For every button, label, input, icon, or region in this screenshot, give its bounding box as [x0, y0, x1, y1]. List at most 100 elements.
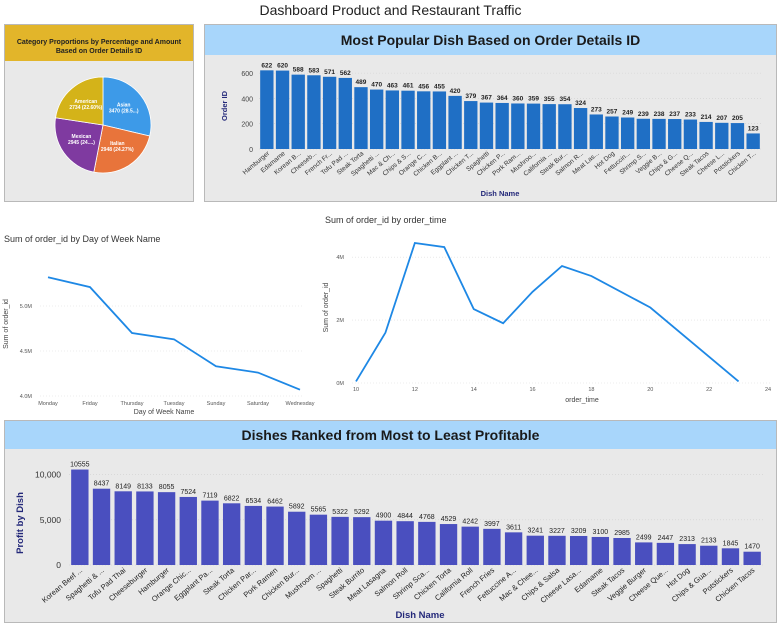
category-pie-panel: Category Proportions by Percentage and A…	[4, 24, 194, 202]
bar	[179, 496, 197, 565]
data-label: 2985	[614, 530, 630, 537]
data-label: 8055	[159, 484, 175, 491]
bar	[743, 551, 761, 565]
y-tick-label: 0	[56, 560, 61, 570]
x-tick-label: 16	[530, 387, 536, 393]
data-label: 367	[481, 95, 492, 102]
bar	[71, 469, 89, 565]
data-label: 3209	[571, 528, 587, 535]
x-tick-label: Saturday	[247, 401, 269, 407]
pie-slice	[102, 76, 152, 137]
data-label: 207	[716, 115, 727, 122]
data-label: 562	[340, 70, 351, 77]
y-axis-title: Order ID	[220, 90, 229, 121]
bar	[418, 521, 436, 565]
data-label: 8437	[94, 481, 110, 488]
bar	[354, 87, 368, 149]
data-label: 3997	[484, 521, 500, 528]
x-axis-title: Day of Week Name	[134, 409, 195, 416]
line-series	[47, 276, 301, 391]
bar	[700, 545, 718, 565]
pie-slice-label: American 2734 (22.60%)	[69, 99, 102, 111]
line-series	[355, 242, 740, 383]
data-label: 8149	[115, 483, 131, 490]
data-label: 622	[261, 62, 272, 69]
order-time-line-chart: 0M 2M 4M 10 12 14 16 18 20 22 24 Sum of order_idord…	[323, 242, 771, 404]
pie-slice-label: Asian 3470 (28.5...)	[109, 103, 139, 115]
x-tick-label: Friday	[82, 401, 98, 407]
y-axis-title: Sum of order_id	[323, 282, 330, 332]
data-label: 10555	[70, 462, 90, 469]
bar	[222, 503, 241, 565]
bar	[92, 488, 111, 565]
x-axis-title: Dish Name	[395, 610, 444, 621]
bar	[656, 542, 675, 565]
bar	[201, 500, 219, 565]
bar	[636, 118, 651, 149]
bar	[715, 122, 729, 149]
bar	[374, 520, 393, 565]
pie-slice-label: Italian 2948 (24.27%)	[101, 141, 134, 153]
bar	[260, 70, 274, 149]
y-tick-label: 4.5M	[20, 349, 33, 355]
y-tick-label: 0M	[336, 381, 344, 387]
data-label: 3100	[593, 529, 609, 536]
bar	[307, 75, 321, 149]
day-line-title: Sum of order_id by Day of Week Name	[4, 234, 161, 244]
bar	[396, 521, 414, 565]
y-tick-label: 200	[241, 122, 253, 129]
bar	[417, 91, 431, 149]
data-label: 238	[654, 111, 665, 118]
y-tick-label: 4M	[336, 255, 344, 261]
x-tick-label: 24	[765, 387, 771, 393]
data-label: 257	[607, 108, 618, 115]
profit-chart-title: Dishes Ranked from Most to Least Profita…	[5, 421, 776, 449]
y-tick-label: 10,000	[35, 470, 61, 480]
data-label: 249	[622, 110, 633, 117]
bar	[439, 524, 458, 565]
data-label: 6462	[267, 499, 283, 506]
popular-dish-panel: Most Popular Dish Based on Order Details…	[204, 24, 777, 202]
x-tick-label: 22	[706, 387, 712, 393]
bar	[483, 528, 501, 565]
x-axis-title: Dish Name	[481, 189, 520, 198]
bar	[548, 535, 566, 565]
data-label: 461	[403, 83, 414, 90]
data-label: 6822	[224, 495, 240, 502]
data-label: 8133	[137, 483, 153, 490]
data-label: 123	[748, 125, 759, 132]
data-label: 455	[434, 83, 445, 90]
data-label: 214	[701, 114, 712, 121]
bar	[573, 108, 588, 149]
bar	[275, 70, 290, 149]
data-label: 583	[308, 67, 319, 74]
popular-dish-title: Most Popular Dish Based on Order Details…	[205, 25, 776, 55]
bar	[448, 95, 462, 149]
bar	[291, 74, 305, 149]
bar	[652, 118, 666, 149]
bar	[620, 117, 635, 149]
bar	[511, 103, 525, 149]
y-tick-label: 4.0M	[20, 394, 33, 400]
pie-slice	[93, 124, 151, 174]
data-label: 7119	[202, 493, 217, 500]
day-of-week-line-chart: 4.0M 4.5M 5.0M Monday Friday Thursday Tuesday S…	[3, 276, 315, 416]
bar	[699, 121, 713, 149]
data-label: 4768	[419, 514, 435, 521]
time-line-title: Sum of order_id by order_time	[325, 215, 447, 225]
bar	[558, 104, 572, 149]
data-label: 588	[293, 67, 304, 74]
bar	[136, 491, 154, 565]
pie-slice	[55, 76, 104, 126]
data-label: 1470	[744, 544, 760, 551]
data-label: 3241	[527, 528, 543, 535]
bar	[479, 102, 494, 149]
y-axis-title: Profit by Dish	[15, 492, 26, 554]
data-label: 1845	[723, 540, 739, 547]
bar	[309, 514, 328, 565]
data-label: 7524	[180, 489, 196, 496]
data-label: 4900	[376, 513, 392, 520]
x-tick-label: 20	[647, 387, 653, 393]
data-label: 273	[591, 106, 602, 113]
y-tick-label: 400	[241, 96, 253, 103]
